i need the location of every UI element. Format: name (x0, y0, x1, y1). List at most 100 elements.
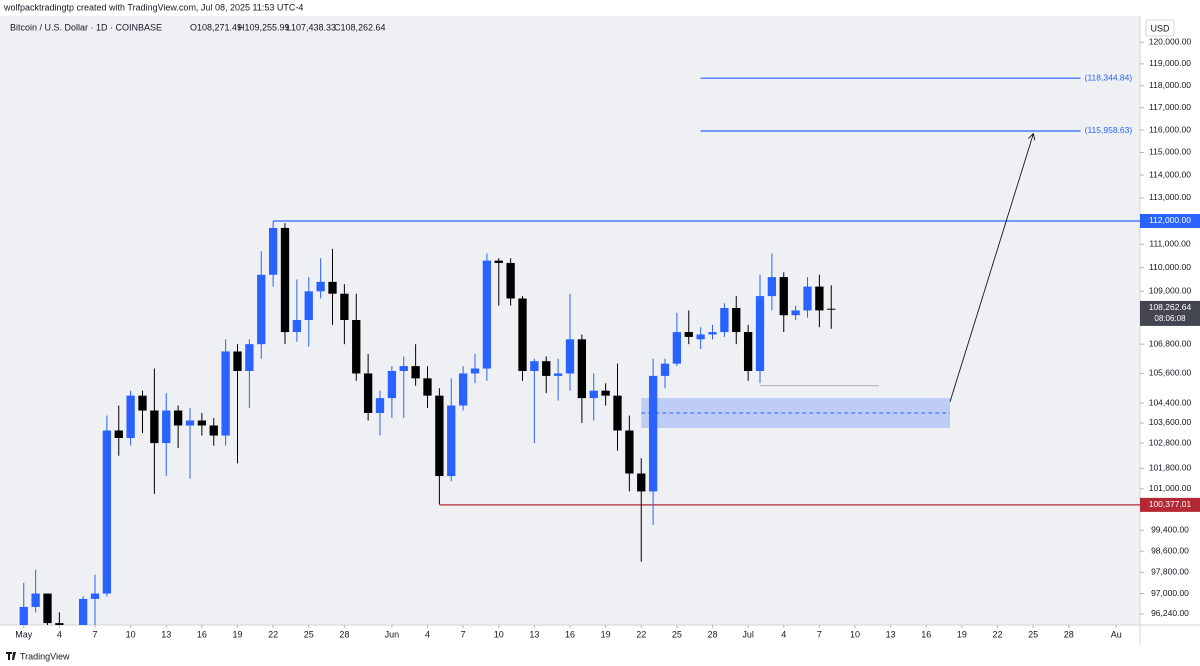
symbol: Bitcoin / U.S. Dollar · 1D · COINBASE (10, 22, 162, 32)
candle-body (815, 286, 824, 311)
x-tick-label: 13 (529, 629, 539, 639)
x-tick-label: 10 (494, 629, 504, 639)
candle-body (743, 332, 753, 371)
y-tick-label: 101,000.00 (1149, 483, 1192, 493)
x-tick-label: 22 (636, 629, 646, 639)
candle-body (506, 262, 515, 299)
last-price-box (1140, 300, 1200, 326)
candle-body (601, 390, 610, 396)
x-tick-label: 16 (921, 629, 931, 639)
level-axis-box (1140, 213, 1200, 228)
header: wolfpacktradingtp created with TradingVi… (3, 2, 303, 12)
candle-body (352, 320, 361, 374)
ohlc-value: H109,255.99 (238, 22, 290, 32)
candle-body (779, 277, 788, 316)
y-tick-label: 118,000.00 (1149, 80, 1191, 90)
x-tick-label: 22 (992, 629, 1002, 639)
y-tick-label: 110,000.00 (1149, 262, 1191, 272)
candle-body (328, 281, 337, 294)
x-tick-label: 13 (886, 629, 896, 639)
candle-body (767, 277, 777, 297)
y-tick-label: 119,000.00 (1149, 58, 1191, 68)
candle-body (363, 373, 373, 414)
footer: TradingView (20, 651, 70, 661)
candle-body (138, 395, 147, 411)
x-tick-label: 25 (304, 629, 314, 639)
candle-body (803, 286, 812, 311)
currency-box (1145, 19, 1175, 37)
x-tick-label: 13 (161, 629, 171, 639)
candle-body (55, 623, 64, 625)
candle-body (482, 260, 492, 369)
y-tick-label: 99,400.00 (1151, 524, 1189, 534)
candle-body (268, 227, 278, 275)
ohlc-value: O108,271.49 (190, 22, 242, 32)
candle-body (340, 293, 349, 321)
y-tick-label: 114,000.00 (1149, 169, 1191, 179)
candle-body (589, 390, 598, 399)
candle-body (245, 344, 254, 371)
y-tick-label: 98,600.00 (1151, 545, 1189, 555)
x-tick-label: 16 (565, 629, 575, 639)
candle-body (411, 366, 420, 379)
x-tick-label: 22 (268, 629, 278, 639)
y-tick-label: 116,000.00 (1149, 124, 1191, 134)
candle-body (90, 593, 100, 599)
x-tick-label: Jun (385, 629, 400, 639)
x-tick-label: May (15, 629, 33, 639)
candle-body (221, 351, 230, 436)
y-tick-label: 106,800.00 (1149, 338, 1192, 348)
candle-body (696, 334, 705, 340)
candle-body (470, 368, 480, 374)
x-tick-label: Au (1111, 629, 1122, 639)
footer-logo: TradingView (6, 651, 70, 661)
candle-body (304, 291, 313, 321)
candle-body (648, 375, 658, 492)
plot: (118,344.84) (115,958.63) (19, 72, 1140, 625)
x-tick-label: 7 (817, 629, 822, 639)
x-tick-label: 7 (92, 629, 97, 639)
y-tick-label: 97,800.00 (1151, 567, 1189, 577)
countdown: 08:06:08 (1154, 314, 1186, 323)
level-label: (118,344.84) (1085, 72, 1133, 82)
x-tick-label: 4 (425, 629, 430, 639)
candle-body (553, 373, 563, 376)
x-tick-label: 25 (672, 629, 682, 639)
y-tick-label: 120,000.00 (1149, 36, 1192, 46)
candle-body (625, 430, 634, 474)
candle-body (827, 308, 836, 310)
x-tick-label: 10 (850, 629, 860, 639)
level-axis-label: 100,377.01 (1149, 499, 1192, 509)
candle-body (173, 410, 183, 426)
candle-body (530, 361, 539, 371)
legend: Bitcoin / U.S. Dollar · 1D · COINBASE O1… (10, 22, 386, 32)
x-tick-label: 4 (781, 629, 786, 639)
candle-body (660, 363, 670, 376)
y-tick-label: 115,000.00 (1149, 147, 1191, 157)
candle-body (257, 274, 266, 345)
candle-body (791, 310, 800, 316)
ohlc-value: C108,262.64 (334, 22, 386, 32)
candle-body (708, 332, 717, 335)
candle-body (637, 473, 646, 492)
x-tick-label: 10 (126, 629, 136, 639)
y-tick-label: 113,000.00 (1149, 192, 1191, 202)
candle-body (542, 361, 551, 376)
y-tick-label: 101,800.00 (1149, 463, 1192, 473)
candle-body (19, 606, 28, 625)
candle-body (292, 320, 302, 333)
candle-body (375, 398, 385, 414)
candle-body (672, 332, 682, 364)
candle-body (613, 395, 622, 431)
candle-body (162, 410, 171, 444)
y-tick-label: 109,000.00 (1149, 286, 1192, 296)
x-tick-label: 7 (461, 629, 466, 639)
candle-body (150, 410, 159, 444)
x-tick-label: 28 (707, 629, 717, 639)
candle-body (197, 420, 207, 426)
y-tick-label: 102,800.00 (1149, 437, 1192, 447)
ohlc-value: L107,438.33 (286, 22, 336, 32)
candle-body (316, 281, 325, 292)
